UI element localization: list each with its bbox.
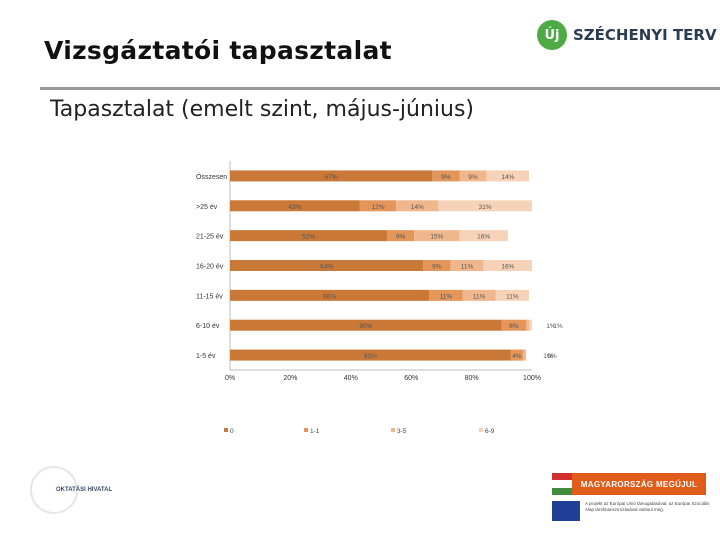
bar-segment-1 [432, 170, 460, 182]
slide-title: Vizsgáztatói tapasztalat [44, 36, 392, 65]
bar-segment-3 [528, 319, 532, 331]
bar-segment-0 [230, 200, 360, 212]
x-tick-label: 80% [465, 375, 479, 382]
bar-segment-1 [423, 260, 451, 271]
data-label: 11% [506, 293, 519, 300]
legend-label: 1-1 [310, 428, 320, 435]
x-tick-label: 100% [523, 375, 541, 382]
data-label: 31% [479, 204, 492, 211]
bar-segment-1 [510, 349, 523, 361]
data-label: 9% [441, 174, 451, 181]
data-label: 8% [509, 323, 519, 330]
category-label: 16-20 év [196, 264, 224, 271]
data-label: 52% [302, 234, 315, 241]
data-label: 14% [411, 204, 424, 211]
eu-funding-text: A projekt az Európai Unió támogatásával,… [585, 501, 710, 512]
bar-segment-3 [483, 260, 532, 271]
bar-segment-0 [230, 319, 502, 331]
data-label: 9% [468, 174, 478, 181]
bar-segment-0 [230, 260, 424, 271]
bar-segment-2 [522, 349, 526, 361]
magyarorszag-megujul-badge: MAGYARORSZÁG MEGÚJUL [552, 473, 706, 495]
brand-name: SZÉCHENYI TERV [573, 26, 717, 44]
category-label: Összesen [196, 173, 227, 181]
legend-swatch [391, 428, 395, 432]
data-label: 11% [473, 293, 486, 300]
bar-segment-0 [230, 289, 430, 301]
data-label: 9% [396, 234, 406, 241]
data-label: 16% [501, 264, 514, 271]
bar-segment-1 [501, 319, 526, 331]
bar-segment-1 [387, 230, 415, 242]
bar-segment-0 [230, 170, 433, 182]
bar-segment-2 [414, 230, 460, 242]
brand-header: Új SZÉCHENYI TERV [537, 20, 717, 50]
bar-segment-2 [396, 200, 439, 212]
bar-segment-1 [359, 200, 397, 212]
data-label: 12% [371, 204, 384, 211]
data-label: 16% [477, 234, 490, 241]
bar-segment-1 [429, 289, 463, 301]
szechenyi-logo-icon: Új [537, 20, 567, 50]
data-label: 15% [430, 234, 443, 241]
data-label: 90% [359, 323, 372, 330]
legend-label: 3-5 [397, 428, 407, 435]
data-label: 9% [432, 264, 442, 271]
hungarian-flag-icon [552, 473, 572, 495]
data-label: 4% [512, 353, 522, 360]
data-label: 66% [323, 293, 336, 300]
bar-segment-0 [230, 349, 511, 361]
x-tick-label: 40% [344, 375, 358, 382]
title-divider [40, 87, 720, 90]
legend-swatch [304, 428, 308, 432]
category-label: 11-15 év [196, 293, 223, 300]
badge-text: MAGYARORSZÁG MEGÚJUL [572, 473, 706, 495]
category-label: 6-10 év [196, 323, 220, 330]
data-label: 11% [440, 293, 453, 300]
bar-segment-3 [486, 170, 529, 182]
data-label: 14% [501, 174, 514, 181]
category-label: >25 év [196, 204, 218, 211]
bar-segment-2 [462, 289, 496, 301]
chart-subtitle: Tapasztalat (emelt szint, május-június) [50, 97, 475, 122]
eu-flag-icon [552, 501, 580, 521]
oktatasi-hivatal-logo [30, 466, 78, 514]
bar-segment-3 [459, 230, 508, 242]
bar-segment-2 [525, 319, 529, 331]
x-tick-label: 20% [283, 375, 297, 382]
data-label: 43% [288, 204, 301, 211]
oktatasi-hivatal-text: OKTATÁSI HIVATAL [56, 487, 113, 493]
data-label: 67% [325, 174, 338, 181]
bar-segment-0 [230, 230, 388, 242]
bar-segment-3 [495, 289, 529, 301]
data-label: 11% [461, 264, 474, 271]
data-label: 1% [546, 323, 556, 330]
data-label: 1% [553, 323, 563, 330]
x-tick-label: 60% [404, 375, 418, 382]
bar-segment-3 [438, 200, 532, 212]
legend-label: 0 [230, 428, 234, 435]
legend-swatch [479, 428, 483, 432]
category-label: 21-25 év [196, 234, 224, 241]
legend-swatch [224, 428, 228, 432]
bar-segment-2 [459, 170, 487, 182]
data-label: 64% [320, 264, 333, 271]
data-label: 93% [364, 353, 377, 360]
data-label: 1% [543, 353, 553, 360]
x-tick-label: 0% [225, 375, 235, 382]
category-label: 1-5 év [196, 353, 216, 360]
data-label: 0% [547, 353, 557, 360]
bar-segment-2 [450, 260, 484, 271]
legend-label: 6-9 [485, 428, 495, 435]
